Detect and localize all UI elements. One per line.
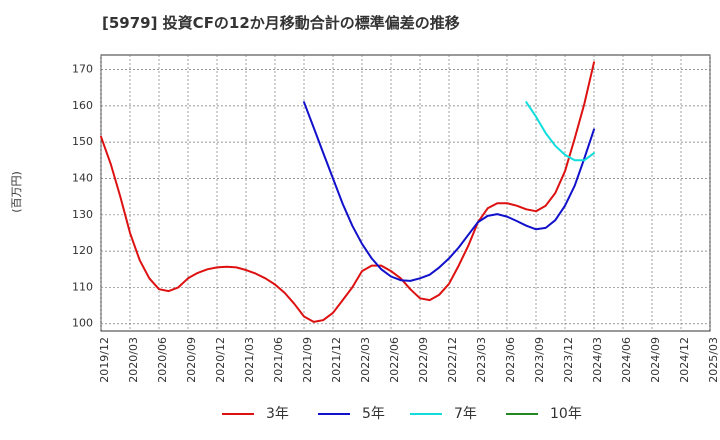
- x-axis-ticks: 2019/12 2020/03 2020/06 2020/09 2020/12 2021/…: [98, 337, 720, 383]
- x-tick-label: 2022/03: [359, 337, 372, 383]
- legend-label: 7年: [454, 406, 477, 422]
- legend-item: 10年: [506, 406, 582, 422]
- y-tick-label: 100: [72, 317, 93, 330]
- y-axis-ticks: 100 110 120 130 140 150 160 170: [72, 63, 93, 330]
- plot-area: [100, 54, 711, 332]
- x-tick-label: 2022/12: [446, 337, 459, 383]
- y-tick-label: 140: [72, 171, 93, 184]
- x-tick-label: 2022/09: [417, 337, 430, 383]
- series-line-2: [525, 101, 595, 162]
- y-tick-label: 110: [72, 280, 93, 293]
- series-line-0: [100, 61, 595, 323]
- x-tick-label: 2020/06: [156, 337, 169, 383]
- x-tick-label: 2024/06: [620, 337, 633, 383]
- x-tick-label: 2023/12: [562, 337, 575, 383]
- y-tick-label: 160: [72, 99, 93, 112]
- x-tick-label: 2021/03: [243, 337, 256, 383]
- y-axis-label: (百万円): [10, 171, 23, 213]
- x-tick-label: 2024/09: [649, 337, 662, 383]
- legend: 3年 5年 7年 10年: [222, 406, 582, 422]
- x-tick-label: 2021/12: [330, 337, 343, 383]
- x-tick-label: 2022/06: [388, 337, 401, 383]
- legend-item: 3年: [222, 406, 289, 422]
- x-tick-label: 2023/03: [475, 337, 488, 383]
- y-tick-label: 130: [72, 208, 93, 221]
- x-tick-label: 2020/12: [214, 337, 227, 383]
- series-lines: [100, 61, 595, 323]
- x-tick-label: 2020/09: [185, 337, 198, 383]
- legend-label: 5年: [362, 406, 385, 422]
- chart-title: [5979] 投資CFの12か月移動合計の標準偏差の推移: [102, 14, 460, 32]
- legend-item: 5年: [318, 406, 385, 422]
- x-tick-label: 2019/12: [98, 337, 111, 383]
- legend-label: 3年: [266, 406, 289, 422]
- y-tick-label: 170: [72, 63, 93, 76]
- x-tick-label: 2024/03: [591, 337, 604, 383]
- legend-label: 10年: [550, 406, 582, 422]
- x-tick-label: 2021/09: [301, 337, 314, 383]
- x-tick-label: 2023/06: [504, 337, 517, 383]
- x-tick-label: 2024/12: [678, 337, 691, 383]
- x-tick-label: 2023/09: [533, 337, 546, 383]
- legend-item: 7年: [410, 406, 477, 422]
- x-tick-label: 2020/03: [127, 337, 140, 383]
- y-tick-label: 150: [72, 135, 93, 148]
- y-tick-label: 120: [72, 244, 93, 257]
- series-line-1: [303, 101, 595, 282]
- x-tick-label: 2021/06: [272, 337, 285, 383]
- x-tick-label: 2025/03: [707, 337, 720, 383]
